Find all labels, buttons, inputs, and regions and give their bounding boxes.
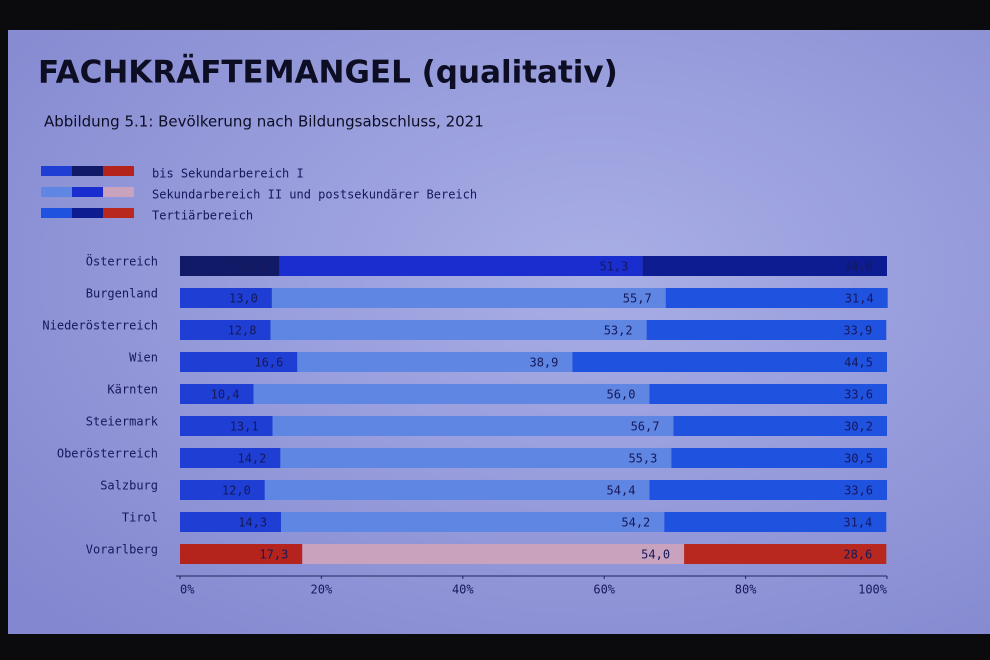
value-label: 31,4	[845, 292, 874, 306]
legend-label: Sekundarbereich II und postsekundärer Be…	[152, 188, 477, 202]
value-label: 51,3	[599, 260, 628, 274]
y-tick-label: Wien	[129, 351, 158, 365]
y-tick-label: Niederösterreich	[42, 319, 158, 333]
bar-segment	[180, 288, 272, 308]
legend-swatch	[72, 208, 103, 218]
bar-segment	[180, 448, 281, 468]
value-label: 56,0	[607, 388, 636, 402]
bar-segment	[302, 544, 685, 564]
bar-segment	[271, 288, 666, 308]
bar-segment	[684, 544, 887, 564]
bar-segment	[264, 480, 650, 500]
value-label: 17,3	[259, 548, 288, 562]
y-tick-label: Tirol	[122, 511, 158, 525]
bar-segment	[642, 256, 887, 276]
value-label: 16,6	[254, 356, 283, 370]
value-label: 33,9	[843, 324, 872, 338]
y-tick-label: Salzburg	[100, 479, 158, 493]
x-tick-label: 80%	[735, 583, 757, 597]
value-label: 56,7	[631, 420, 660, 434]
value-label: 13,0	[229, 292, 258, 306]
value-label: 55,3	[628, 452, 657, 466]
bar-segment	[649, 480, 887, 500]
legend-swatch	[41, 208, 72, 218]
bar-segment	[646, 320, 887, 340]
y-tick-label: Österreich	[86, 253, 158, 269]
bar-segment	[180, 320, 271, 340]
value-label: 44,5	[844, 356, 873, 370]
chart-subtitle: Abbildung 5.1: Bevölkerung nach Bildungs…	[44, 113, 484, 131]
bar-segment	[671, 448, 887, 468]
legend-swatch	[72, 166, 103, 176]
bar-segment	[180, 352, 298, 372]
bar-segment	[180, 512, 282, 532]
bar-segment	[649, 384, 887, 404]
bar-segment	[180, 384, 254, 404]
x-tick-label: 100%	[858, 583, 888, 597]
bar-segment	[572, 352, 887, 372]
value-label: 12,8	[228, 324, 257, 338]
bar-segment	[279, 256, 643, 276]
value-label: 13,1	[230, 420, 259, 434]
bar-segment	[281, 512, 665, 532]
y-tick-label: Oberösterreich	[57, 447, 158, 461]
legend-swatch	[103, 166, 134, 176]
y-tick-label: Vorarlberg	[86, 543, 158, 557]
value-label: 53,2	[604, 324, 633, 338]
value-label: 14,1	[237, 260, 266, 274]
bar-segment	[180, 480, 265, 500]
x-tick-label: 0%	[180, 583, 195, 597]
value-label: 14,2	[237, 452, 266, 466]
legend-swatch	[103, 208, 134, 218]
value-label: 54,4	[607, 484, 636, 498]
value-label: 33,6	[844, 388, 873, 402]
bar-segment	[180, 256, 280, 276]
legend-swatch	[72, 187, 103, 197]
y-tick-label: Steiermark	[86, 415, 159, 429]
value-label: 10,4	[211, 388, 240, 402]
bar-segment	[297, 352, 573, 372]
value-label: 28,6	[843, 548, 872, 562]
value-label: 55,7	[623, 292, 652, 306]
bar-segment	[665, 288, 888, 308]
value-label: 54,0	[641, 548, 670, 562]
legend-label: bis Sekundarbereich I	[152, 167, 304, 181]
value-label: 12,0	[222, 484, 251, 498]
bar-segment	[253, 384, 650, 404]
legend-swatch	[41, 166, 72, 176]
y-tick-label: Burgenland	[86, 287, 158, 301]
value-label: 31,4	[843, 516, 872, 530]
chart-title: FACHKRÄFTEMANGEL (qualitativ)	[38, 55, 618, 91]
legend-swatch	[41, 187, 72, 197]
x-tick-label: 40%	[452, 583, 474, 597]
bar-segment	[270, 320, 647, 340]
y-tick-label: Kärnten	[107, 383, 158, 397]
value-label: 38,9	[529, 356, 558, 370]
value-label: 54,2	[621, 516, 650, 530]
legend-swatch	[103, 187, 134, 197]
bar-segment	[272, 416, 674, 436]
value-label: 34,6	[844, 260, 873, 274]
bar-segment	[180, 416, 273, 436]
legend-label: Tertiärbereich	[152, 209, 253, 223]
value-label: 30,2	[844, 420, 873, 434]
bar-segment	[180, 544, 303, 564]
x-tick-label: 20%	[311, 583, 333, 597]
value-label: 33,6	[844, 484, 873, 498]
x-tick-label: 60%	[593, 583, 615, 597]
bar-segment	[664, 512, 887, 532]
value-label: 14,3	[238, 516, 267, 530]
bar-segment	[673, 416, 887, 436]
bar-segment	[280, 448, 672, 468]
value-label: 30,5	[844, 452, 873, 466]
